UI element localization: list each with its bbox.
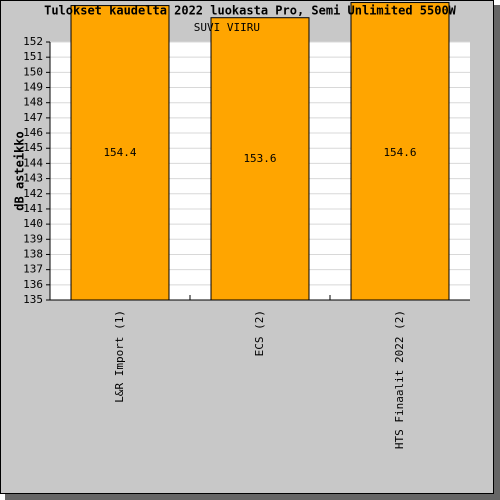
y-tick-label: 149 [23, 81, 43, 94]
y-tick-label: 142 [23, 187, 43, 200]
y-tick-label: 146 [23, 126, 43, 139]
y-tick-label: 135 [23, 293, 43, 306]
annotation: SUVI VIIRU [194, 21, 260, 34]
chart-title: Tulokset kaudelta 2022 luokasta Pro, Sem… [44, 4, 457, 18]
y-tick-label: 141 [23, 202, 43, 215]
bar [210, 17, 310, 301]
x-tick-label: HTS Finaalit 2022 (2) [393, 310, 406, 449]
value-label: 153.6 [243, 152, 276, 165]
y-tick-label: 143 [23, 172, 43, 185]
y-axis-label: dB asteikko [13, 131, 27, 210]
y-tick-label: 139 [23, 232, 43, 245]
y-tick-label: 137 [23, 263, 43, 276]
y-tick-label: 136 [23, 278, 43, 291]
y-tick-label: 148 [23, 96, 43, 109]
value-label: 154.6 [383, 146, 416, 159]
y-tick-label: 150 [23, 65, 43, 78]
y-tick-label: 144 [23, 156, 43, 169]
x-tick-label: L&R Import (1) [113, 310, 126, 403]
value-label: 154.4 [103, 146, 136, 159]
y-tick-label: 152 [23, 35, 43, 48]
bar [350, 2, 450, 301]
x-tick-label: ECS (2) [253, 310, 266, 356]
bar [70, 5, 170, 301]
y-tick-label: 151 [23, 50, 43, 63]
y-tick-label: 140 [23, 217, 43, 230]
y-tick-label: 147 [23, 111, 43, 124]
y-tick-label: 138 [23, 247, 43, 260]
y-tick-label: 145 [23, 141, 43, 154]
